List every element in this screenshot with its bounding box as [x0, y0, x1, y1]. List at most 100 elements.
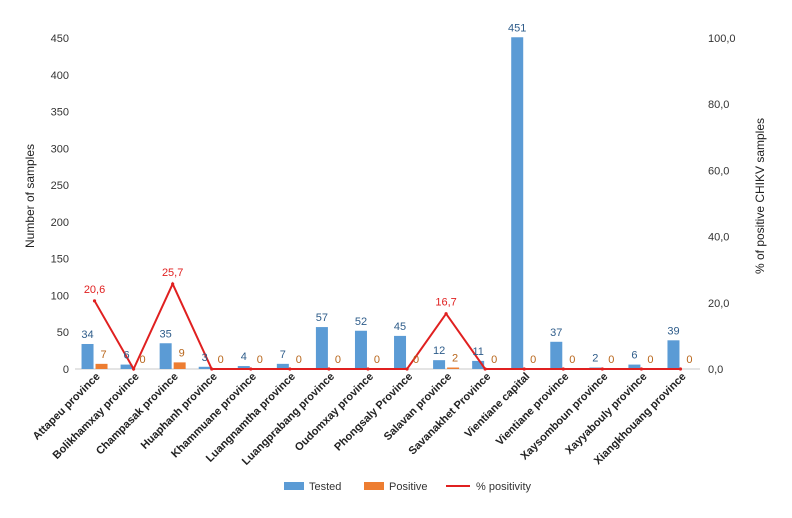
point-positivity [171, 282, 175, 286]
bar-tested [511, 37, 524, 370]
bar-tested [120, 364, 133, 369]
data-label-tested: 11 [472, 346, 483, 358]
data-label-tested: 6 [124, 350, 130, 362]
bar-positive [447, 367, 460, 369]
data-label-positive: 0 [569, 354, 575, 366]
y2-tick-label: 40,0 [708, 232, 729, 244]
legend-label: Tested [309, 481, 341, 493]
legend-swatch [284, 482, 304, 490]
data-label-positive: 9 [179, 347, 185, 359]
data-label-tested: 7 [280, 349, 286, 361]
data-label-tested: 37 [550, 327, 562, 339]
y-tick-label: 350 [51, 107, 69, 119]
y2-tick-label: 60,0 [708, 165, 729, 177]
data-label-positive: 0 [608, 354, 614, 366]
data-label-positive: 0 [413, 354, 419, 366]
data-label-positive: 7 [100, 349, 106, 361]
y-tick-label: 0 [63, 364, 69, 376]
category-label: Salavan province [382, 371, 454, 443]
category-label: Huaphanh province [139, 371, 220, 452]
data-label-positive: 0 [647, 354, 653, 366]
data-label-positivity: 16,7 [435, 297, 456, 309]
data-label-tested: 35 [160, 328, 172, 340]
data-label-tested: 451 [508, 22, 526, 34]
data-label-positive: 0 [686, 354, 692, 366]
bars [81, 37, 680, 370]
point-positivity [327, 367, 331, 371]
data-label-positive: 0 [296, 354, 302, 366]
y-tick-label: 50 [57, 327, 69, 339]
point-positivity [131, 367, 136, 371]
data-label-positive: 0 [140, 354, 146, 366]
y-tick-label: 300 [51, 143, 69, 155]
data-label-positive: 2 [452, 353, 458, 365]
point-positivity [405, 367, 409, 371]
point-positivity [288, 367, 292, 371]
category-label: Oudomxay province [293, 371, 376, 454]
bar-tested [550, 341, 563, 369]
data-label-tested: 12 [433, 345, 445, 357]
point-positivity [522, 367, 526, 371]
y-tick-label: 150 [51, 254, 69, 266]
bar-tested [159, 343, 172, 369]
y2-tick-label: 100,0 [708, 33, 736, 45]
data-label-tested: 39 [667, 325, 679, 337]
point-positivity [444, 312, 448, 316]
data-label-tested: 52 [355, 316, 367, 328]
point-positivity [561, 367, 565, 371]
y-tick-label: 450 [51, 33, 69, 45]
data-label-tested: 3 [202, 352, 208, 364]
bar-positive [95, 363, 108, 369]
point-positivity [210, 367, 214, 371]
data-label-positive: 0 [374, 354, 380, 366]
point-positivity [366, 367, 370, 371]
point-positivity [249, 367, 253, 371]
y2-tick-label: 80,0 [708, 99, 729, 111]
bar-tested [433, 360, 446, 369]
data-label-tested: 6 [631, 350, 637, 362]
y2-tick-label: 0,0 [708, 364, 723, 376]
data-label-positive: 0 [218, 354, 224, 366]
bar-positive [173, 362, 186, 369]
data-label-tested: 34 [81, 329, 93, 341]
point-positivity [92, 299, 97, 303]
legend: Tested Positive % positivity [284, 481, 532, 493]
y2-axis-title: % of positive CHIKV samples [753, 118, 767, 274]
bar-tested [237, 366, 250, 369]
data-label-positive: 0 [491, 354, 497, 366]
data-label-positivity: 20,6 [84, 284, 105, 296]
bar-tested [472, 360, 485, 369]
legend-label: % positivity [476, 481, 532, 493]
bar-tested [315, 327, 328, 369]
category-label: Vientiane province [494, 371, 572, 449]
data-label-positive: 0 [335, 354, 341, 366]
right-y-axis: 0,0 20,0 40,0 60,0 80,0 100,0 [708, 33, 736, 376]
percent-line-layer [92, 281, 683, 372]
bar-tested [276, 363, 289, 369]
data-label-positivity: 25,7 [162, 267, 183, 279]
point-positivity [483, 367, 487, 371]
bar-tested [354, 330, 367, 369]
bar-tested [198, 366, 211, 369]
y2-tick-label: 20,0 [708, 298, 729, 310]
bar-tested [628, 364, 641, 369]
bar-tested [667, 340, 680, 369]
series-line-positivity [93, 281, 681, 372]
point-positivity [639, 367, 644, 371]
point-positivity [600, 367, 604, 371]
category-label: Phongsaly Province [332, 371, 415, 454]
legend-swatch [364, 482, 384, 490]
data-label-tested: 4 [241, 351, 247, 363]
data-label-tested: 57 [316, 312, 328, 324]
category-label: Attapeu province [31, 371, 103, 443]
y-tick-label: 250 [51, 180, 69, 192]
y-axis-title: Number of samples [23, 144, 37, 248]
y-tick-label: 100 [51, 290, 69, 302]
y-tick-label: 400 [51, 70, 69, 82]
data-label-positive: 0 [530, 354, 536, 366]
point-positivity [678, 367, 683, 371]
